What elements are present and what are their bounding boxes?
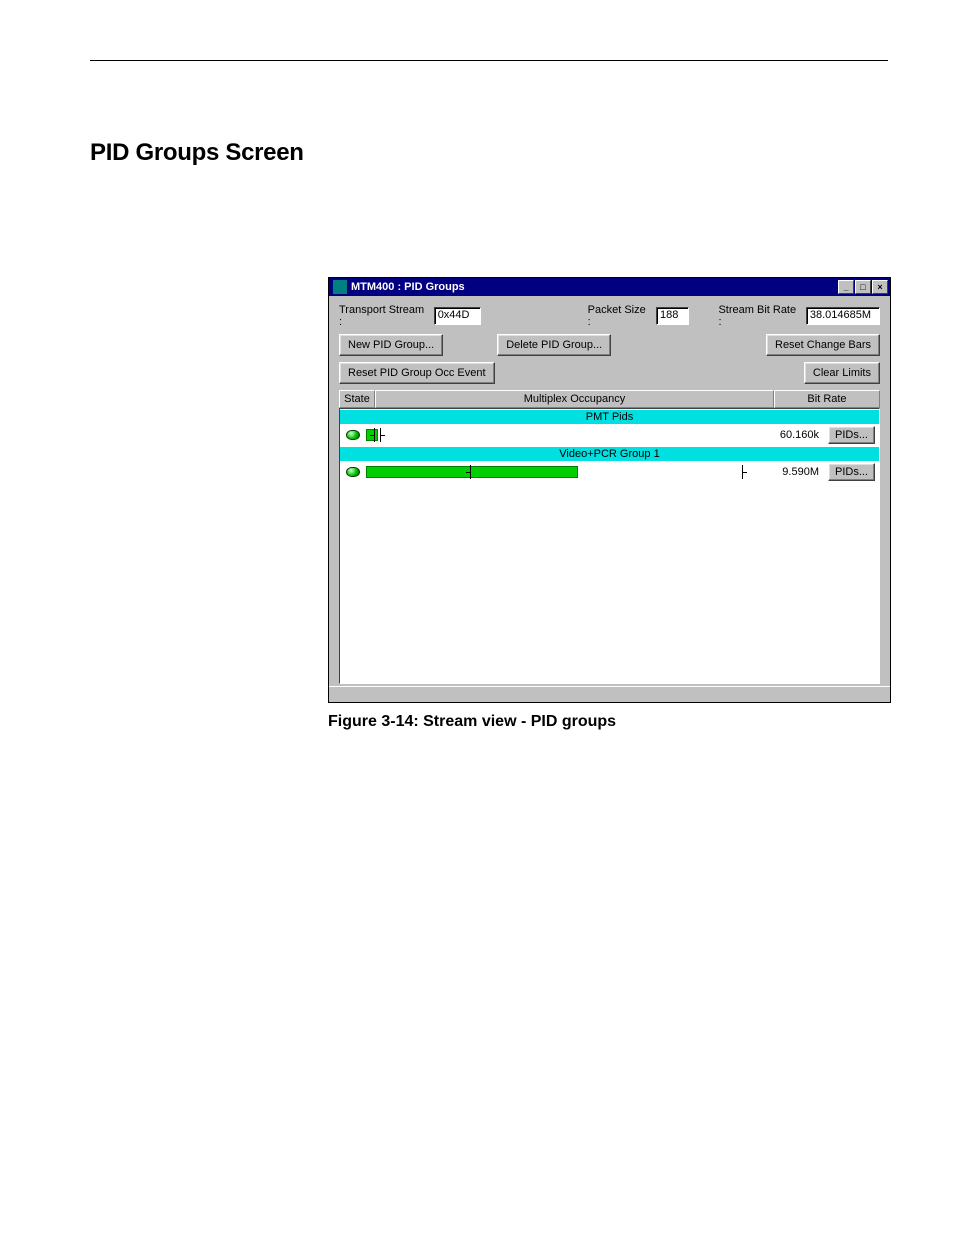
status-led-icon: [346, 467, 360, 477]
change-bar: [470, 465, 743, 479]
group-header[interactable]: PMT Pids: [340, 409, 879, 424]
delete-pid-group-button[interactable]: Delete PID Group...: [497, 334, 611, 356]
figure-wrap: MTM400 : PID Groups _ □ × Transport Stre…: [328, 277, 888, 731]
status-bar: [329, 686, 890, 702]
status-led-icon: [346, 430, 360, 440]
page-rule: [90, 60, 888, 61]
header-multiplex-occupancy[interactable]: Multiplex Occupancy: [375, 390, 774, 408]
packet-size-field[interactable]: 188: [656, 307, 689, 325]
maximize-button[interactable]: □: [855, 280, 871, 294]
reset-pid-group-occ-event-button[interactable]: Reset PID Group Occ Event: [339, 362, 495, 384]
window-body: Transport Stream : 0x44D Packet Size : 1…: [329, 296, 890, 686]
pids-button[interactable]: PIDs...: [828, 426, 875, 444]
group-header[interactable]: Video+PCR Group 1: [340, 446, 879, 461]
figure-caption: Figure 3-14: Stream view - PID groups: [328, 713, 888, 731]
stream-info-row: Transport Stream : 0x44D Packet Size : 1…: [339, 304, 880, 328]
window-titlebar: MTM400 : PID Groups _ □ ×: [329, 278, 890, 296]
document-page: PID Groups Screen MTM400 : PID Groups _ …: [0, 0, 954, 771]
close-button[interactable]: ×: [872, 280, 888, 294]
stream-bitrate-field[interactable]: 38.014685M: [806, 307, 880, 325]
transport-stream-label: Transport Stream :: [339, 304, 428, 328]
transport-stream-field[interactable]: 0x44D: [434, 307, 481, 325]
header-state[interactable]: State: [339, 390, 375, 408]
button-row-1: New PID Group... Delete PID Group... Res…: [339, 334, 880, 356]
stream-bitrate-label: Stream Bit Rate :: [718, 304, 800, 328]
group-row: 60.160k PIDs...: [340, 424, 879, 446]
app-icon: [333, 280, 347, 294]
minimize-button[interactable]: _: [838, 280, 854, 294]
window-controls: _ □ ×: [838, 280, 888, 294]
packet-size-label: Packet Size :: [588, 304, 650, 328]
button-row-2: Reset PID Group Occ Event Clear Limits: [339, 362, 880, 384]
reset-change-bars-button[interactable]: Reset Change Bars: [766, 334, 880, 356]
window-title: MTM400 : PID Groups: [351, 281, 838, 293]
change-bar: [374, 428, 382, 442]
occupancy-bar: [366, 429, 751, 441]
header-bit-rate[interactable]: Bit Rate: [774, 390, 880, 408]
pid-groups-window: MTM400 : PID Groups _ □ × Transport Stre…: [328, 277, 891, 703]
pid-group-list: PMT Pids60.160kPIDs...Video+PCR Group 19…: [339, 408, 880, 684]
group-row: 9.590M PIDs...: [340, 461, 879, 483]
group-bitrate: 9.590M: [757, 466, 819, 478]
clear-limits-button[interactable]: Clear Limits: [804, 362, 880, 384]
pids-button[interactable]: PIDs...: [828, 463, 875, 481]
group-bitrate: 60.160k: [757, 429, 819, 441]
section-title: PID Groups Screen: [90, 139, 888, 167]
occupancy-bar: [366, 466, 751, 478]
new-pid-group-button[interactable]: New PID Group...: [339, 334, 443, 356]
column-headers: State Multiplex Occupancy Bit Rate: [339, 390, 880, 408]
